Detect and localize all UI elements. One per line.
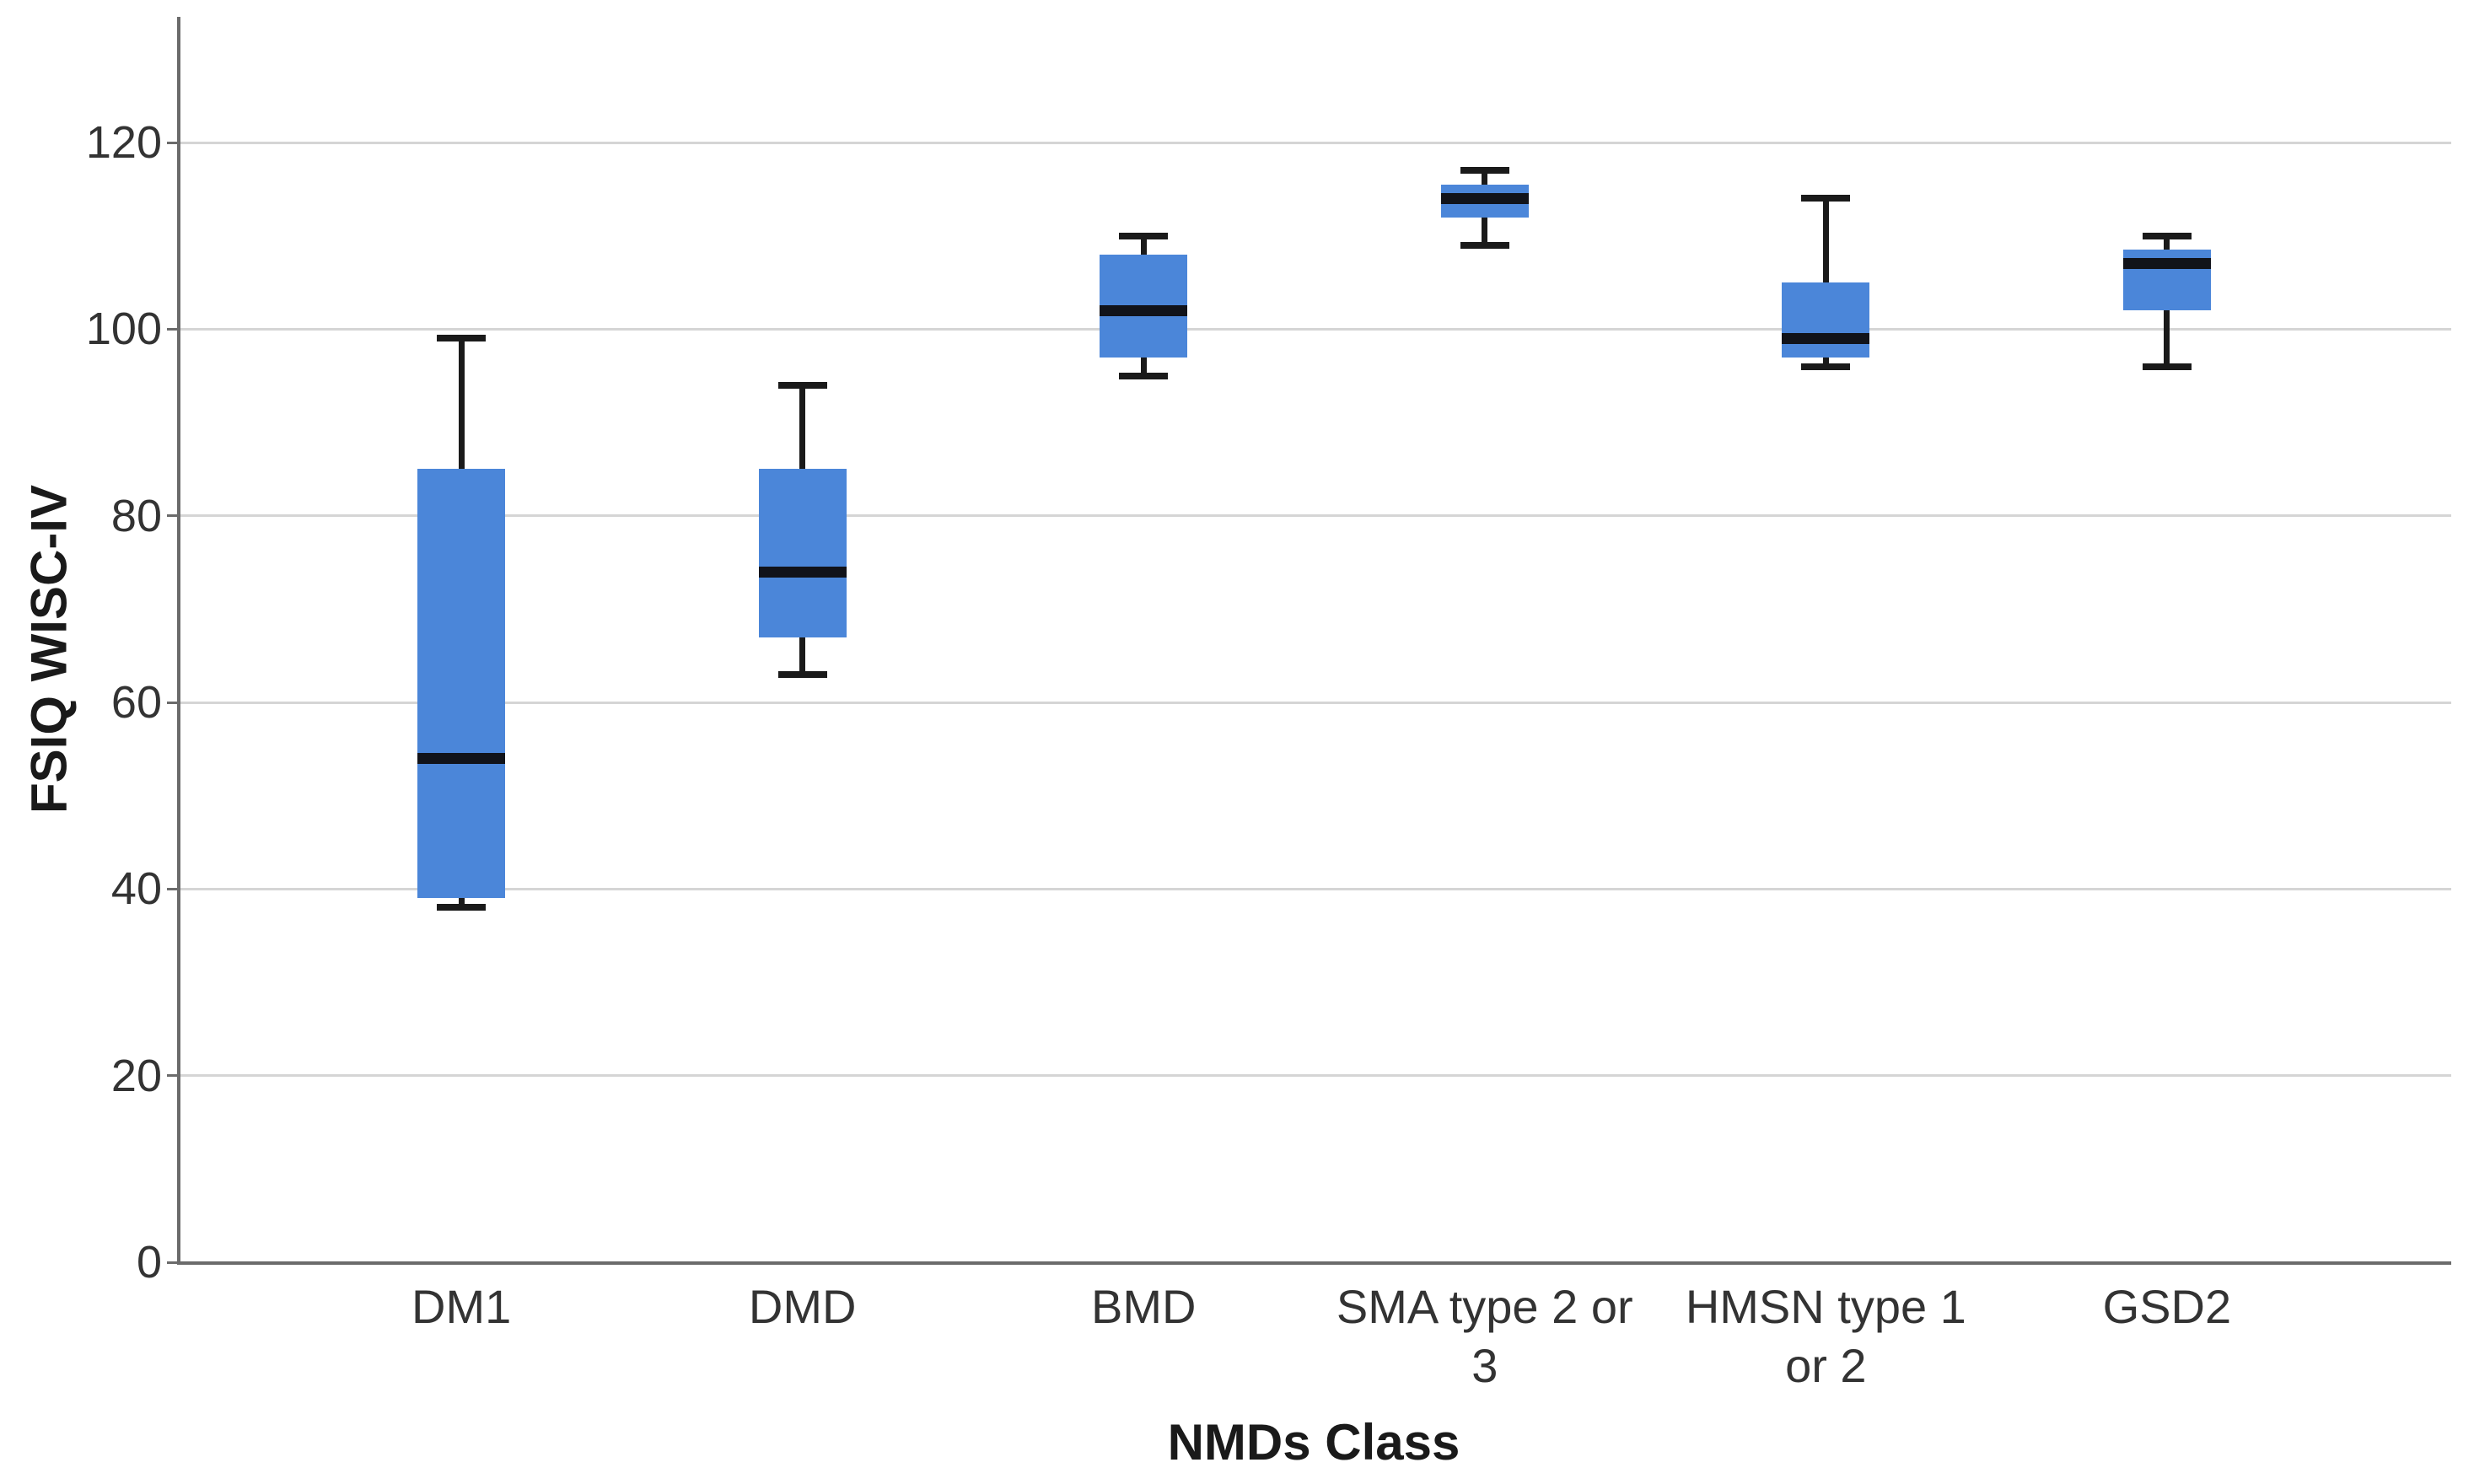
lower-whisker-line (799, 637, 806, 675)
x-tick-label: BMD (1090, 1280, 1197, 1333)
y-axis-tick-labels: 0 20 40 60 80 100 120 (0, 17, 162, 1288)
x-axis-line (177, 1261, 2451, 1265)
y-axis-line (177, 17, 180, 1262)
upper-whisker-cap (777, 381, 827, 389)
y-tick-label: 40 (110, 863, 162, 915)
upper-whisker-line (1482, 170, 1488, 185)
y-tick-mark (167, 327, 177, 331)
median-line (1782, 332, 1870, 344)
median-line (1440, 192, 1529, 204)
upper-whisker-line (2164, 235, 2170, 250)
median-line (2122, 258, 2211, 270)
y-tick-mark (167, 701, 177, 704)
y-tick-label: 120 (85, 117, 162, 168)
iqr-box (1782, 282, 1870, 358)
upper-whisker-line (1140, 235, 1147, 255)
y-tick-mark (167, 514, 177, 518)
x-tick-label: DMD (748, 1280, 857, 1333)
iqr-box (417, 469, 506, 899)
y-tick-mark (167, 1074, 177, 1078)
x-tick-label: SMA type 2 or 3 (1336, 1280, 1633, 1392)
lower-whisker-line (1482, 217, 1488, 245)
x-tick-label: DM1 (411, 1280, 512, 1333)
gridline (177, 514, 2451, 518)
median-line (417, 752, 506, 764)
lower-whisker-cap (2142, 363, 2192, 370)
upper-whisker-line (799, 384, 806, 470)
lower-whisker-cap (1460, 241, 1509, 249)
iqr-box (758, 469, 847, 637)
median-line (758, 566, 847, 578)
median-line (1100, 304, 1188, 316)
x-axis-tick-labels: DM1 DMD BMD SMA type 2 or 3 HMSN type 1 or 2… (177, 1277, 2451, 1412)
y-tick-label: 60 (110, 677, 162, 728)
lower-whisker-cap (1801, 363, 1851, 370)
y-tick-mark (167, 141, 177, 144)
y-tick-mark (167, 1261, 177, 1264)
upper-whisker-cap (2142, 232, 2192, 239)
x-tick-label: HMSN type 1 or 2 (1685, 1280, 1966, 1392)
lower-whisker-line (458, 898, 465, 908)
upper-whisker-cap (1801, 195, 1851, 202)
y-tick-label: 20 (110, 1050, 162, 1101)
lower-whisker-line (2164, 310, 2170, 367)
gridline (177, 1074, 2451, 1078)
gridline (177, 141, 2451, 144)
plot-area (167, 17, 2451, 1265)
upper-whisker-cap (1460, 167, 1509, 175)
upper-whisker-line (458, 338, 465, 470)
gridline (177, 887, 2451, 890)
gridline (177, 327, 2451, 331)
upper-whisker-cap (1119, 232, 1169, 239)
lower-whisker-cap (437, 904, 487, 911)
lower-whisker-cap (1119, 372, 1169, 379)
y-tick-mark (167, 887, 177, 890)
gridline (177, 701, 2451, 704)
lower-whisker-cap (777, 670, 827, 678)
lower-whisker-line (1822, 357, 1829, 367)
y-tick-label: 80 (110, 490, 162, 541)
y-tick-label: 100 (85, 304, 162, 355)
x-axis-title: NMDs Class (1167, 1414, 1460, 1471)
upper-whisker-cap (437, 335, 487, 342)
x-tick-label: GSD2 (2102, 1280, 2232, 1333)
upper-whisker-line (1822, 198, 1829, 282)
lower-whisker-line (1140, 357, 1147, 376)
y-tick-label: 0 (136, 1237, 162, 1288)
